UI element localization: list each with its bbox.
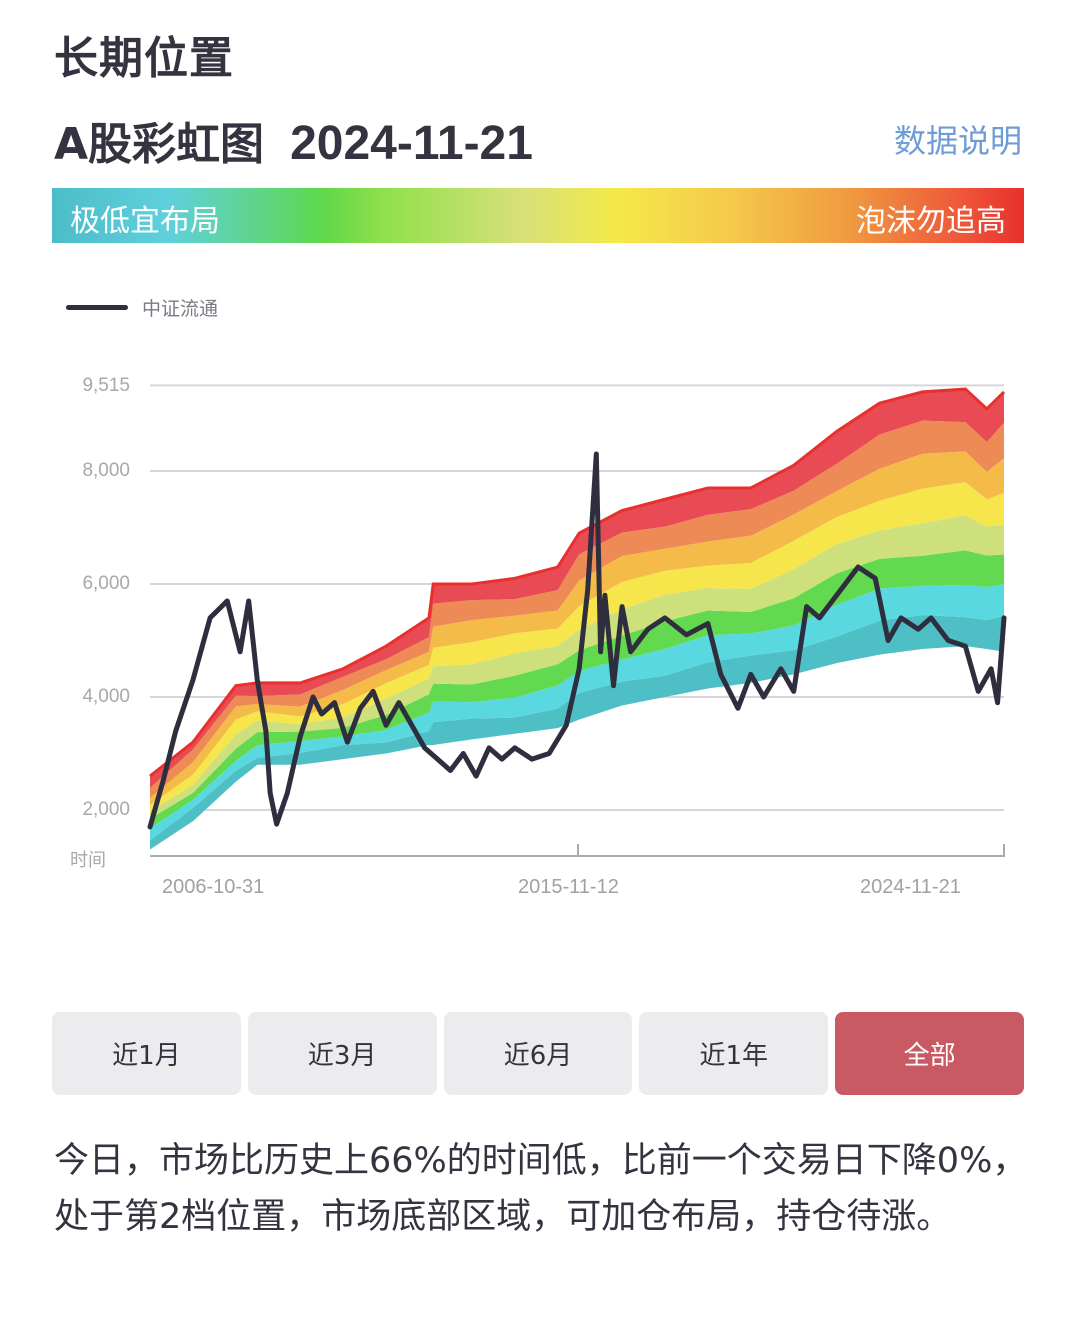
chart-date: 2024-11-21 [290,117,533,170]
x-axis [150,844,1005,857]
rainbow-band [150,550,1004,829]
y-tick-label: 4,000 [82,686,130,707]
legend-line-icon [66,305,128,310]
rainbow-band [150,451,1004,806]
legend-label: 中证流通 [142,298,219,320]
rainbow-chart[interactable] [0,360,1080,920]
market-summary-text: 今日，市场比历史上66%的时间低，比前一个交易日下降0%，处于第2档位置，市场底… [54,1141,1028,1237]
y-tick-label: 2,000 [82,799,130,820]
high-zone-label: 泡沫勿追高 [856,204,1006,239]
index-line[interactable] [147,451,1007,830]
rainbow-band [150,515,1004,819]
chart-title: A股彩虹图 2024-11-21 [54,108,533,172]
range-1m-button[interactable]: 近1月 [52,1012,241,1095]
x-axis-name: 时间 [70,850,106,871]
page-title: 长期位置 [54,33,234,84]
range-1y-button[interactable]: 近1年 [639,1012,829,1095]
range-6m-button[interactable]: 近6月 [443,1012,633,1095]
low-zone-label: 极低宜布局 [70,204,220,239]
x-tick-label: 2006-10-31 [162,876,265,898]
y-tick-label: 9,515 [82,375,130,396]
rainbow-band [150,420,1004,798]
chart-name: A股彩虹图 [54,119,265,170]
rainbow-band [150,482,1004,812]
data-explanation-link[interactable]: 数据说明 [893,122,1022,160]
range-3m-button[interactable]: 近3月 [247,1012,437,1095]
y-tick-label: 6,000 [82,573,130,594]
rainbow-band [150,584,1004,841]
time-range-selector: 近1月 近3月 近6月 近1年 全部 [52,1012,1024,1095]
chart-legend[interactable]: 中证流通 [66,294,218,321]
range-all-button[interactable]: 全部 [835,1012,1024,1095]
rainbow-bands [149,387,1006,850]
valuation-gradient-bar: 极低宜布局 泡沫勿追高 [52,188,1024,243]
x-tick-label: 2015-11-12 [518,876,619,898]
rainbow-band [150,615,1004,850]
y-tick-label: 8,000 [82,460,130,481]
x-tick-label: 2024-11-21 [860,876,961,898]
rainbow-band [150,389,1004,788]
